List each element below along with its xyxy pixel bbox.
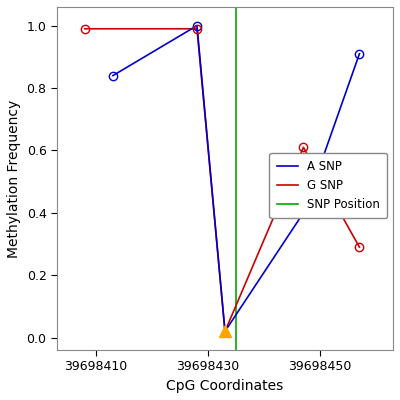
- Y-axis label: Methylation Frequency: Methylation Frequency: [7, 99, 21, 258]
- Legend: A SNP, G SNP, SNP Position: A SNP, G SNP, SNP Position: [270, 153, 387, 218]
- X-axis label: CpG Coordinates: CpG Coordinates: [166, 379, 284, 393]
